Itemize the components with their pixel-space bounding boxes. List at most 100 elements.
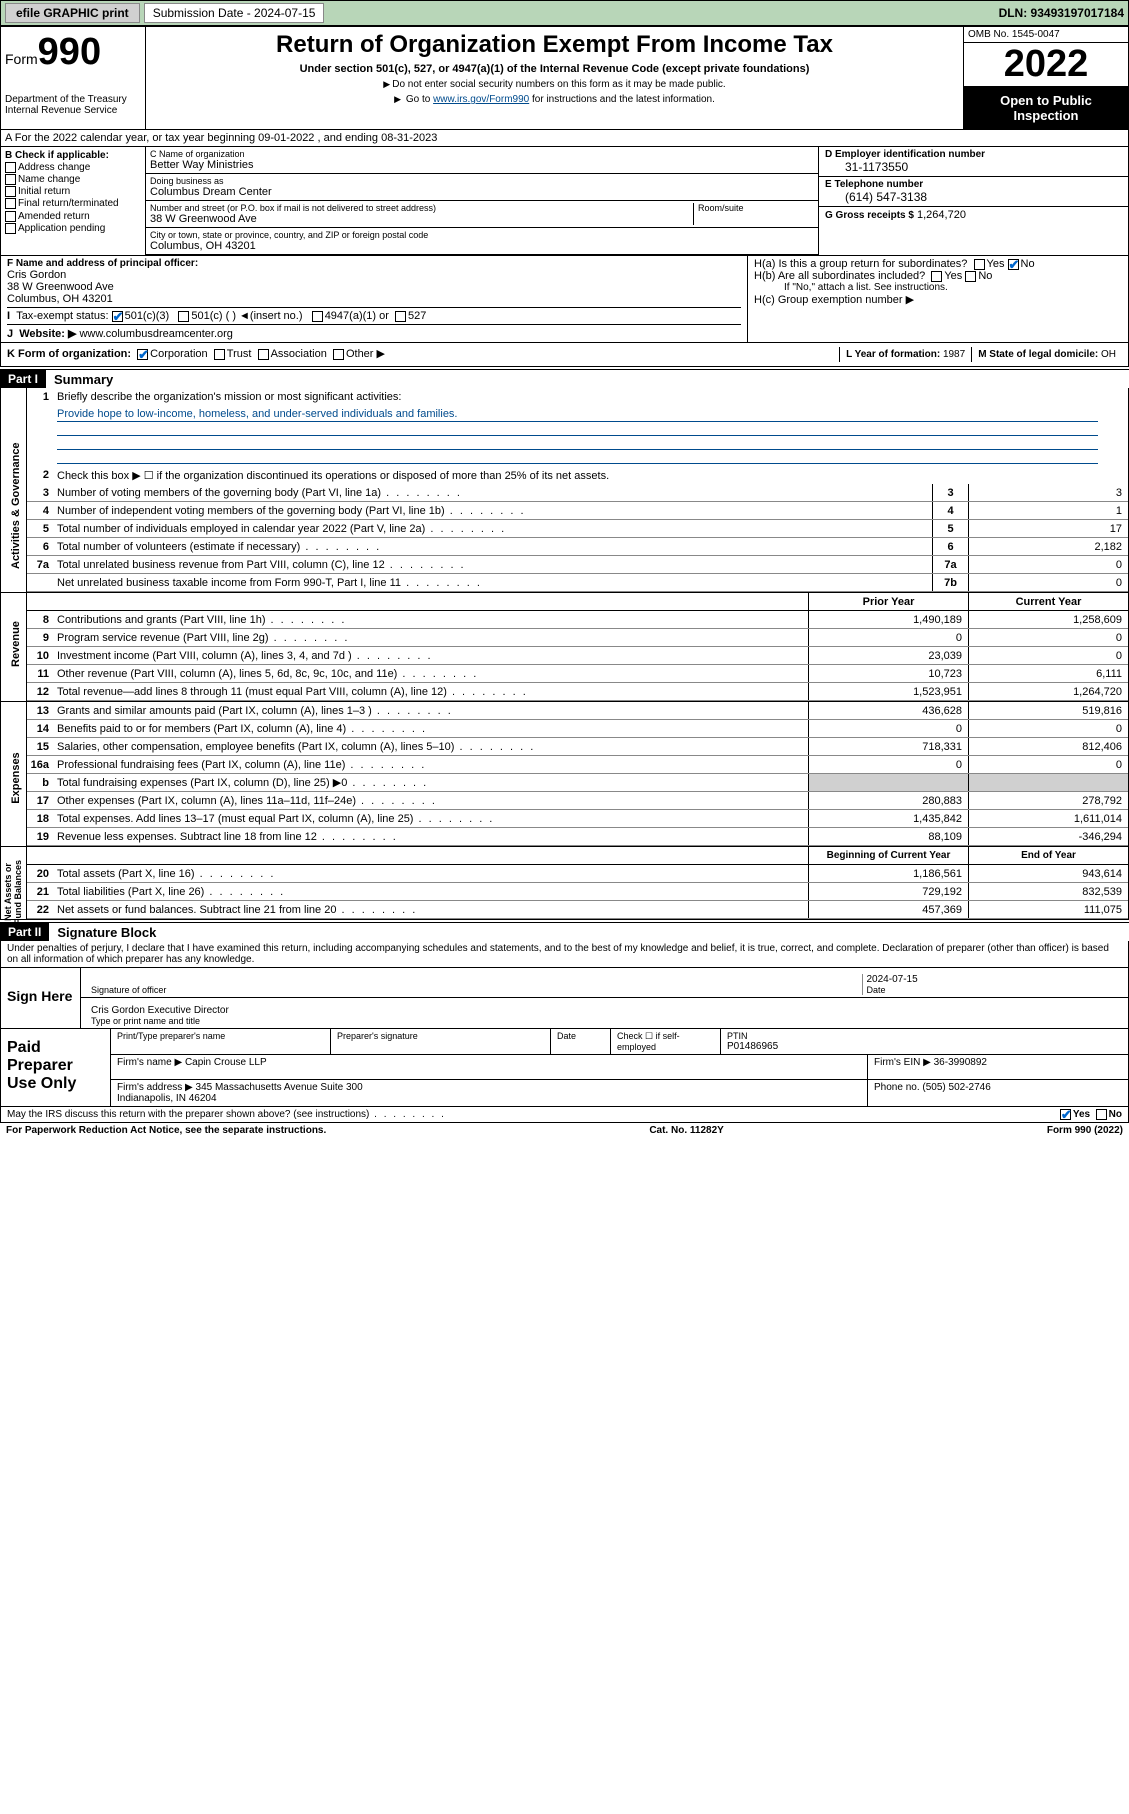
- col-b-title: B Check if applicable:: [5, 150, 141, 161]
- rev-section: Revenue Prior YearCurrent Year 8Contribu…: [0, 593, 1129, 702]
- dept-label: Department of the Treasury Internal Reve…: [5, 94, 141, 116]
- col-de: D Employer identification number31-11735…: [818, 147, 1128, 255]
- hb-row: H(b) Are all subordinates included? Yes …: [754, 270, 1122, 282]
- l-label: L Year of formation:: [846, 349, 940, 360]
- part1-header: Part I Summary: [0, 369, 1129, 388]
- dln: DLN: 93493197017184: [999, 6, 1124, 20]
- gov-row: 6Total number of volunteers (estimate if…: [27, 538, 1128, 556]
- sig-declaration: Under penalties of perjury, I declare th…: [1, 941, 1128, 967]
- data-row: 16aProfessional fundraising fees (Part I…: [27, 756, 1128, 774]
- cb-501c3[interactable]: [112, 311, 123, 322]
- cb-address-change[interactable]: Address change: [5, 162, 141, 173]
- cb-trust[interactable]: [214, 349, 225, 360]
- dba-label: Doing business as: [150, 176, 814, 186]
- hb-note: If "No," attach a list. See instructions…: [754, 282, 1122, 293]
- gov-section: Activities & Governance 1Briefly describ…: [0, 388, 1129, 593]
- side-na: Net Assets or Fund Balances: [3, 842, 23, 942]
- hdr-current-year: Current Year: [968, 593, 1128, 610]
- form-word: Form: [5, 51, 38, 67]
- form-number: 990: [38, 31, 101, 73]
- data-row: 17Other expenses (Part IX, column (A), l…: [27, 792, 1128, 810]
- form-subtitle-1: Under section 501(c), 527, or 4947(a)(1)…: [150, 63, 959, 75]
- room-label: Room/suite: [698, 203, 814, 213]
- paid-preparer-label: Paid Preparer Use Only: [1, 1029, 111, 1106]
- cb-assoc[interactable]: [258, 349, 269, 360]
- side-gov: Activities & Governance: [10, 459, 22, 569]
- firm-ein-value: 36-3990892: [934, 1057, 987, 1068]
- efile-print-button[interactable]: efile GRAPHIC print: [5, 3, 140, 23]
- i-label: Tax-exempt status:: [16, 310, 108, 322]
- opt-trust: Trust: [227, 348, 252, 360]
- prep-selfemp-hdr: Check ☐ if self-employed: [611, 1029, 721, 1054]
- firm-name-label: Firm's name ▶: [117, 1057, 182, 1068]
- ha-no[interactable]: [1008, 259, 1019, 270]
- cb-amended-return[interactable]: Amended return: [5, 211, 141, 222]
- exp-section: Expenses 13Grants and similar amounts pa…: [0, 702, 1129, 847]
- cb-name-change[interactable]: Name change: [5, 174, 141, 185]
- opt-501c: 501(c) ( ) ◄(insert no.): [191, 310, 302, 322]
- discuss-yes-cb[interactable]: [1060, 1109, 1071, 1120]
- q2-label: Check this box ▶ ☐ if the organization d…: [55, 468, 1128, 483]
- f-label: F Name and address of principal officer:: [7, 258, 741, 269]
- data-row: 22Net assets or fund balances. Subtract …: [27, 901, 1128, 919]
- opt-assoc: Association: [271, 348, 327, 360]
- cb-527[interactable]: [395, 311, 406, 322]
- form-header: Form990 Department of the Treasury Inter…: [0, 26, 1129, 130]
- hb-yes[interactable]: [931, 271, 942, 282]
- cb-final-return[interactable]: Final return/terminated: [5, 198, 141, 209]
- mission-text: Provide hope to low-income, homeless, an…: [57, 408, 1098, 422]
- data-row: 11Other revenue (Part VIII, column (A), …: [27, 665, 1128, 683]
- cb-other[interactable]: [333, 349, 344, 360]
- ha-yes[interactable]: [974, 259, 985, 270]
- dba-value: Columbus Dream Center: [150, 186, 814, 198]
- col-b-checkboxes: B Check if applicable: Address change Na…: [1, 147, 146, 255]
- m-label: M State of legal domicile:: [978, 349, 1098, 360]
- discuss-no-cb[interactable]: [1096, 1109, 1107, 1120]
- discuss-no: No: [1109, 1109, 1122, 1120]
- phone-value: (614) 547-3138: [825, 190, 1122, 204]
- irs-link[interactable]: www.irs.gov/Form990: [433, 94, 529, 105]
- na-section: Net Assets or Fund Balances Beginning of…: [0, 847, 1129, 920]
- section-fijk: F Name and address of principal officer:…: [0, 256, 1129, 367]
- col-c-org-info: C Name of organization Better Way Minist…: [146, 147, 818, 255]
- ha-row: H(a) Is this a group return for subordin…: [754, 258, 1122, 270]
- ptin-value: P01486965: [727, 1041, 1122, 1052]
- form-header-right: OMB No. 1545-0047 2022 Open to Public In…: [963, 27, 1128, 129]
- page-footer: For Paperwork Reduction Act Notice, see …: [0, 1123, 1129, 1138]
- cb-initial-return[interactable]: Initial return: [5, 186, 141, 197]
- q1-label: Briefly describe the organization's miss…: [55, 390, 1128, 404]
- phone-label: E Telephone number: [825, 179, 1122, 190]
- cb-4947[interactable]: [312, 311, 323, 322]
- part2-header: Part II Signature Block: [0, 922, 1129, 941]
- form-header-left: Form990 Department of the Treasury Inter…: [1, 27, 146, 129]
- tax-year: 2022: [964, 43, 1128, 87]
- j-label: Website: ▶: [19, 328, 76, 340]
- hc-row: H(c) Group exemption number ▶: [754, 293, 1122, 306]
- prep-name-hdr: Print/Type preparer's name: [111, 1029, 331, 1054]
- data-row: 8Contributions and grants (Part VIII, li…: [27, 611, 1128, 629]
- side-exp: Expenses: [10, 723, 22, 833]
- f-value: Cris Gordon 38 W Greenwood Ave Columbus,…: [7, 269, 741, 305]
- k-label: K Form of organization:: [7, 348, 131, 360]
- cb-application-pending[interactable]: Application pending: [5, 223, 141, 234]
- k-row: K Form of organization: Corporation Trus…: [7, 347, 839, 362]
- data-row: 19Revenue less expenses. Subtract line 1…: [27, 828, 1128, 846]
- gov-row: 3Number of voting members of the governi…: [27, 484, 1128, 502]
- data-row: 9Program service revenue (Part VIII, lin…: [27, 629, 1128, 647]
- prep-date-hdr: Date: [551, 1029, 611, 1054]
- row-a-tax-year: A For the 2022 calendar year, or tax yea…: [0, 130, 1129, 147]
- city-label: City or town, state or province, country…: [150, 230, 814, 240]
- data-row: 21Total liabilities (Part X, line 26)729…: [27, 883, 1128, 901]
- cb-corp[interactable]: [137, 349, 148, 360]
- data-row: 12Total revenue—add lines 8 through 11 (…: [27, 683, 1128, 701]
- hdr-prior-year: Prior Year: [808, 593, 968, 610]
- cb-501c[interactable]: [178, 311, 189, 322]
- side-rev: Revenue: [10, 589, 22, 699]
- form-header-mid: Return of Organization Exempt From Incom…: [146, 27, 963, 129]
- sig-officer-label: Signature of officer: [91, 985, 858, 995]
- firm-ein-label: Firm's EIN ▶: [874, 1057, 931, 1068]
- form-title: Return of Organization Exempt From Incom…: [150, 31, 959, 59]
- form-subtitle-2b: Go to www.irs.gov/Form990 for instructio…: [150, 94, 959, 105]
- gov-row: 5Total number of individuals employed in…: [27, 520, 1128, 538]
- hb-no[interactable]: [965, 271, 976, 282]
